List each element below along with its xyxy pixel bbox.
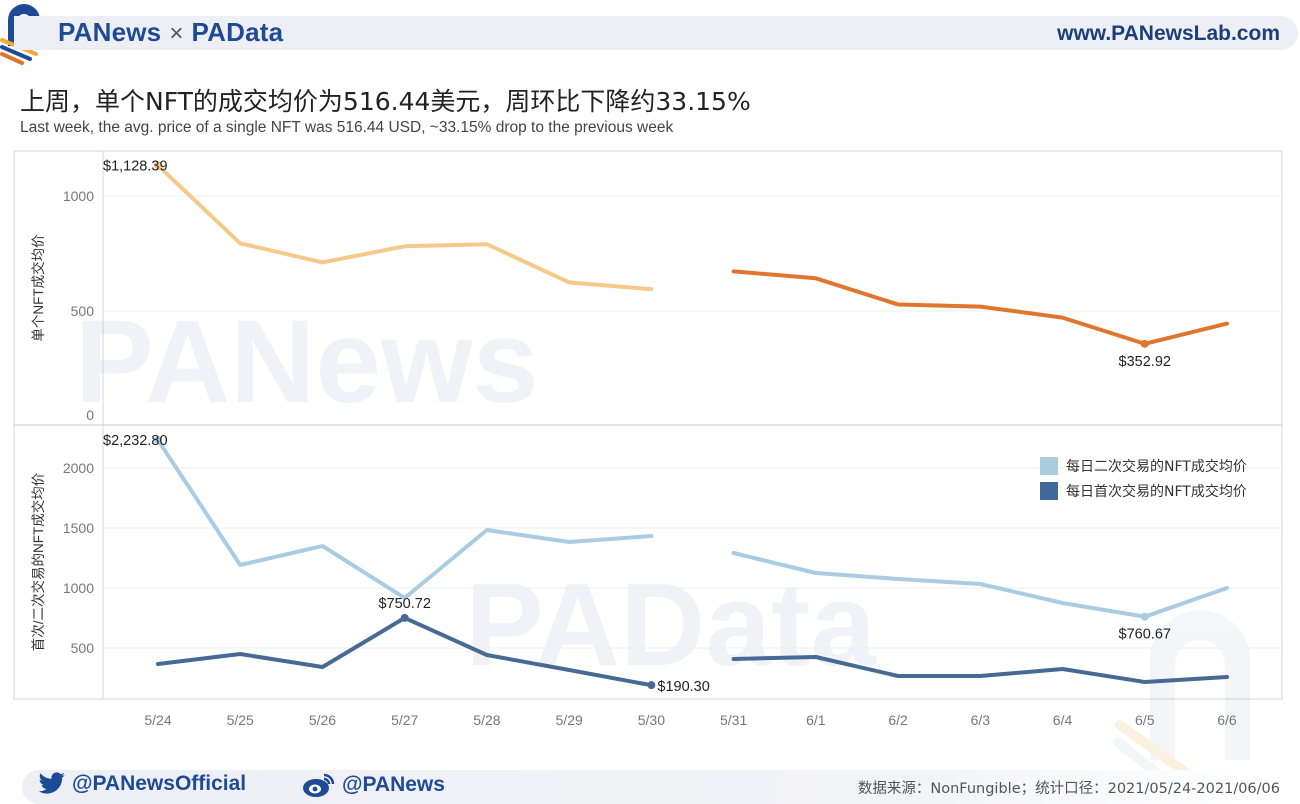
data-label: $760.67 [1119,627,1171,643]
x-tick: 6/4 [1053,712,1073,728]
data-point-marker[interactable] [647,681,656,690]
legend-swatch [1040,481,1058,500]
data-point-marker[interactable] [1140,339,1149,348]
svg-text:PAData: PAData [465,559,877,691]
twitter-icon [38,772,65,794]
watermark-padata: PAData [465,559,877,691]
data-point-marker[interactable] [154,436,162,445]
x-tick: 6/5 [1135,712,1155,728]
brand: PANews × PAData [58,17,283,48]
twitter-handle[interactable]: @PANewsOfficial [38,772,246,796]
twitter-handle-text: @PANewsOfficial [72,772,247,795]
data-label: $750.72 [378,596,430,612]
chart-subtitle: Last week, the avg. price of a single NF… [20,119,674,136]
y-tick: 0 [86,407,94,423]
legend-item-secondary[interactable]: 每日二次交易的NFT成交均价 [1040,453,1247,478]
y-tick: 1500 [63,520,94,536]
weibo-handle[interactable]: @PANews [302,772,445,798]
x-tick: 5/31 [720,712,747,728]
legend: 每日二次交易的NFT成交均价 每日首次交易的NFT成交均价 [1040,453,1247,503]
series-line [156,163,654,292]
weibo-icon [303,773,335,797]
series-line [156,438,654,600]
legend-label: 每日二次交易的NFT成交均价 [1066,458,1247,475]
legend-label: 每日首次交易的NFT成交均价 [1066,483,1247,500]
series-line [731,269,1229,346]
website-link[interactable]: www.PANewsLab.com [1057,22,1280,45]
y-tick: 500 [71,303,95,319]
x-tick: 5/28 [473,712,500,728]
x-tick: 6/1 [806,712,826,728]
bottom-grid [103,467,1282,649]
legend-item-primary[interactable]: 每日首次交易的NFT成交均价 [1040,478,1247,503]
x-tick: 6/6 [1217,712,1237,728]
y-tick: 500 [71,640,95,656]
y-tick: 1000 [63,188,94,204]
brand-panews: PANews [58,17,162,47]
x-tick: 5/24 [144,712,171,728]
x-tick: 5/29 [556,712,583,728]
top-grid [103,195,1282,312]
x-tick: 5/27 [391,712,418,728]
top-y-axis-title: 单个NFT成交均价 [30,234,46,342]
data-point-marker[interactable] [400,613,409,622]
x-tick: 5/25 [227,712,254,728]
x-tick: 5/26 [309,712,336,728]
x-tick: 6/3 [971,712,991,728]
y-tick: 2000 [63,460,94,476]
x-axis: 5/24 5/25 5/26 5/27 5/28 5/29 5/30 5/31 6/1 6/2 6/… [144,712,1237,728]
data-source: 数据来源：NonFungible；统计口径：2021/05/24-2021/06… [857,781,1280,797]
series-line [731,655,1229,684]
data-label: $1,128.39 [103,158,168,174]
y-tick: 1000 [63,580,94,596]
data-point-marker[interactable] [1140,612,1149,621]
brand-padata: PAData [191,17,284,47]
data-label: $352.92 [1119,354,1171,370]
top-y-axis: 1000 500 0 [63,188,94,423]
bottom-y-axis: 2000 1500 1000 500 [63,460,94,656]
chart-title: 上周，单个NFT的成交均价为516.44美元，周环比下降约33.15% [20,87,751,116]
bottom-y-axis-title: 首次/二次交易的NFT成交均价 [30,472,46,651]
svg-text:PANews: PANews [75,296,538,428]
data-label: $2,232.80 [103,433,168,449]
brand-separator: × [169,20,184,47]
data-label: $190.30 [657,679,709,695]
legend-swatch [1040,456,1058,475]
watermark-panews: PANews [75,296,538,428]
x-tick: 5/30 [638,712,665,728]
x-tick: 6/2 [888,712,908,728]
footer-bar [22,770,1282,804]
header-bar [14,16,1298,50]
weibo-handle-text: @PANews [342,773,445,796]
data-point-marker[interactable] [154,161,162,170]
